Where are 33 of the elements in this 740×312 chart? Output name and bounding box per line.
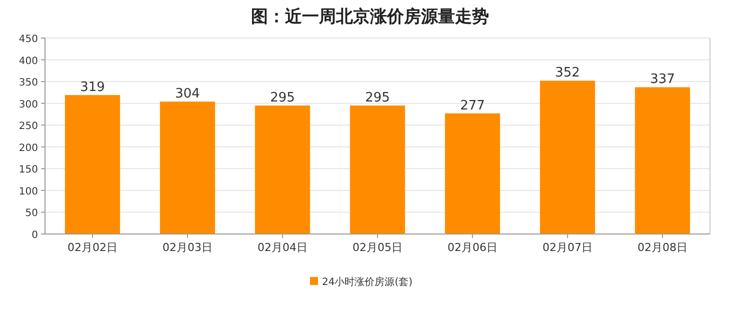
legend-label: 24小时涨价房源(套) xyxy=(322,276,413,288)
x-tick-label: 02月07日 xyxy=(542,241,592,254)
x-tick-label: 02月05日 xyxy=(352,241,402,254)
bar xyxy=(160,102,216,234)
y-tick-label: 350 xyxy=(18,78,38,89)
y-tick-label: 150 xyxy=(18,164,38,176)
data-label: 337 xyxy=(650,72,675,88)
bar xyxy=(634,87,690,234)
bar xyxy=(540,80,596,234)
bar xyxy=(444,113,500,234)
data-label: 295 xyxy=(365,90,390,106)
data-label: 352 xyxy=(555,66,580,81)
data-label: 277 xyxy=(460,98,485,114)
x-tick-label: 02月04日 xyxy=(258,241,308,254)
x-tick-label: 02月08日 xyxy=(638,241,688,254)
y-tick-label: 50 xyxy=(25,208,38,220)
bar xyxy=(350,106,406,234)
x-tick-label: 02月03日 xyxy=(162,241,212,254)
y-tick-label: 450 xyxy=(18,34,38,45)
data-label: 319 xyxy=(80,80,105,96)
y-tick-label: 200 xyxy=(18,142,38,154)
chart-title: 图：近一周北京涨价房源量走势 xyxy=(251,7,489,27)
y-tick-label: 400 xyxy=(18,56,38,67)
y-tick-label: 100 xyxy=(18,186,38,198)
x-tick-label: 02月06日 xyxy=(448,241,498,254)
y-tick-label: 250 xyxy=(18,121,38,132)
y-tick-label: 300 xyxy=(18,99,38,110)
data-label: 304 xyxy=(175,86,200,102)
y-tick-label: 0 xyxy=(32,230,38,241)
bar xyxy=(64,95,120,234)
x-tick-label: 02月02日 xyxy=(68,241,118,254)
bar xyxy=(254,106,310,234)
data-label: 295 xyxy=(270,90,295,106)
